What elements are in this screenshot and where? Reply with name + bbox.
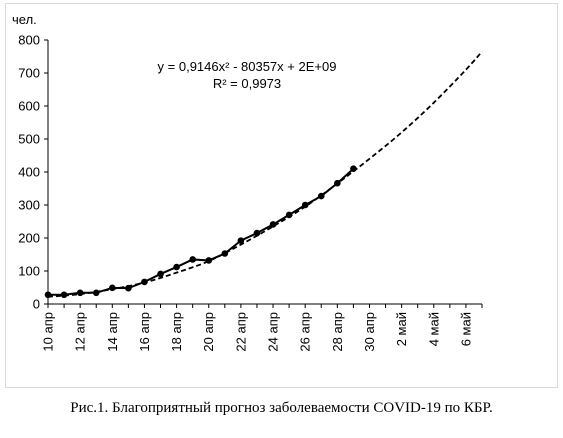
data-point xyxy=(141,278,148,286)
x-tick-label: 22 апр xyxy=(233,312,248,352)
x-tick-label: 20 апр xyxy=(201,312,216,352)
y-tick-label: 800 xyxy=(18,33,40,48)
data-point xyxy=(205,257,213,264)
x-tick-label: 26 апр xyxy=(298,312,313,352)
data-point xyxy=(350,165,357,172)
y-tick-label: 600 xyxy=(18,99,40,114)
data-point xyxy=(125,284,132,292)
data-point xyxy=(157,270,164,278)
y-tick-label: 400 xyxy=(18,165,40,180)
x-tick-label: 6 май xyxy=(458,312,473,346)
y-tick-label: 300 xyxy=(18,198,40,213)
r-squared-label: R² = 0,9973 xyxy=(213,76,281,91)
data-point xyxy=(108,284,116,292)
y-tick-label: 700 xyxy=(18,66,40,81)
data-point xyxy=(301,201,309,209)
data-point xyxy=(253,229,261,237)
x-tick-label: 30 апр xyxy=(362,312,377,352)
data-point xyxy=(285,211,293,219)
x-tick-label: 10 апр xyxy=(41,312,56,352)
x-tick-label: 24 апр xyxy=(266,312,281,352)
trendline-equation: y = 0,9146x² - 80357x + 2E+09 xyxy=(158,59,337,74)
x-tick-label: 4 май xyxy=(426,312,441,346)
chart-axes xyxy=(44,39,483,308)
observed-series xyxy=(44,165,357,299)
data-point xyxy=(334,179,341,187)
y-tick-label: 200 xyxy=(18,231,40,246)
data-point xyxy=(60,291,68,299)
chart-frame xyxy=(5,3,558,388)
data-point xyxy=(237,237,245,244)
y-tick-label: 500 xyxy=(18,132,40,147)
data-point xyxy=(317,192,325,200)
x-tick-label: 16 апр xyxy=(137,312,152,352)
x-tick-label: 14 апр xyxy=(105,312,120,352)
data-point xyxy=(173,263,180,271)
data-point xyxy=(269,221,277,228)
figure-caption: Рис.1. Благоприятный прогноз заболеваемо… xyxy=(70,400,493,416)
observed-line xyxy=(48,167,355,296)
data-point xyxy=(44,291,52,299)
data-point xyxy=(189,256,196,263)
data-point xyxy=(76,289,84,297)
chart-svg: 0 100 200 300 400 500 600 700 800 10 апр 12 апр 14 … xyxy=(12,12,483,352)
x-tick-label: 2 май xyxy=(394,312,409,346)
y-tick-label: 100 xyxy=(18,264,40,279)
x-tick-label: 18 апр xyxy=(169,312,184,352)
y-tick-label: 0 xyxy=(33,297,40,312)
axis-labels: 0 100 200 300 400 500 600 700 800 10 апр 12 апр 14 … xyxy=(18,33,473,352)
x-tick-label: 28 апр xyxy=(330,312,345,352)
data-point xyxy=(221,250,229,257)
y-axis-label: чел. xyxy=(12,12,37,27)
x-tick-label: 12 апр xyxy=(73,312,88,352)
data-point xyxy=(92,289,100,297)
